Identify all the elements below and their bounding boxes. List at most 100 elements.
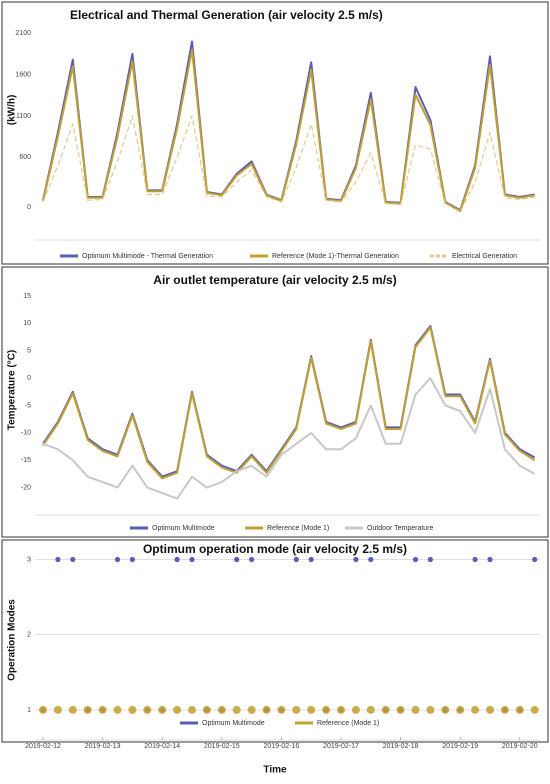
series-line <box>42 326 536 480</box>
y-axis-label: Operation Modes <box>7 599 18 681</box>
point <box>441 705 450 714</box>
point <box>189 556 195 563</box>
series-line <box>42 115 535 213</box>
point <box>307 705 316 714</box>
legend-label: Reference (Mode 1)-Thermal Generation <box>272 253 399 260</box>
point <box>471 705 480 714</box>
y-tick-label: 0 <box>27 375 31 382</box>
point <box>472 556 478 563</box>
legend-label: Electrical Generation <box>452 253 517 260</box>
y-tick-label: -20 <box>21 484 31 491</box>
x-tick-label: 2019-02-13 <box>85 743 121 750</box>
point <box>351 705 360 714</box>
legend-label: Reference (Mode 1) <box>317 720 379 727</box>
point <box>234 556 240 563</box>
point <box>249 556 255 563</box>
point <box>202 705 211 714</box>
point <box>114 556 121 563</box>
series-line <box>42 325 536 478</box>
legend-label: Optimum Multimode <box>202 720 265 727</box>
y-tick-label: 2100 <box>15 30 31 37</box>
y-tick-label: 1600 <box>15 71 31 78</box>
y-axis-label: (kW/h) <box>7 95 18 126</box>
point <box>83 705 92 714</box>
chart-title: Optimum operation mode (air velocity 2.5… <box>143 542 407 556</box>
point <box>337 705 345 714</box>
point <box>366 705 375 714</box>
point <box>412 556 419 563</box>
x-tick-label: 2019-02-16 <box>263 743 299 750</box>
point <box>113 705 122 714</box>
y-tick-label: -10 <box>21 430 31 437</box>
y-tick-label: 3 <box>27 556 31 563</box>
point <box>293 556 299 563</box>
point <box>381 705 390 714</box>
y-tick-label: 1100 <box>16 113 31 120</box>
point <box>70 556 76 563</box>
point <box>515 705 524 714</box>
point <box>68 705 77 714</box>
point <box>292 705 301 714</box>
y-tick-label: 600 <box>19 154 31 161</box>
point <box>456 705 465 714</box>
x-tick-label: 2019-02-20 <box>502 743 538 750</box>
x-tick-label: 2019-02-18 <box>383 743 419 750</box>
point <box>277 705 286 714</box>
panel-frame <box>1 266 549 538</box>
point <box>411 705 420 714</box>
point <box>487 556 493 563</box>
x-tick-label: 2019-02-15 <box>204 743 240 750</box>
series-line <box>42 40 535 212</box>
point <box>353 556 359 563</box>
point <box>53 705 62 714</box>
y-tick-label: 2 <box>27 632 31 639</box>
point <box>486 705 494 714</box>
point <box>232 705 241 714</box>
point <box>217 705 226 714</box>
point <box>55 556 61 563</box>
chart-title: Air outlet temperature (air velocity 2.5… <box>153 273 396 287</box>
x-axis-label: Time <box>263 765 287 776</box>
legend-label: Optimum Multimode - Thermal Generation <box>82 253 213 260</box>
point <box>500 705 509 714</box>
point <box>247 705 256 714</box>
y-tick-label: -15 <box>21 457 31 464</box>
point <box>98 705 107 714</box>
point <box>308 556 314 563</box>
point <box>128 705 137 714</box>
point <box>530 705 539 714</box>
y-tick-label: 15 <box>23 293 31 300</box>
point <box>39 705 47 714</box>
y-axis-label: Temperature (°C) <box>7 350 18 431</box>
x-tick-label: 2019-02-14 <box>144 743 180 750</box>
x-tick-label: 2019-02-12 <box>25 743 61 750</box>
y-tick-label: -5 <box>25 402 31 409</box>
panel-frame <box>1 539 549 743</box>
legend-label: Reference (Mode 1) <box>267 525 329 532</box>
point <box>427 556 433 563</box>
series-line <box>42 48 535 213</box>
panel-frame <box>1 1 549 265</box>
series-line <box>42 377 536 500</box>
y-tick-label: 5 <box>27 348 31 355</box>
point <box>396 705 405 714</box>
legend-label: Outdoor Temperature <box>367 525 434 532</box>
point <box>158 705 167 714</box>
point <box>532 556 538 563</box>
y-tick-label: 1 <box>27 707 31 714</box>
point <box>173 705 182 714</box>
point <box>322 705 331 714</box>
point <box>129 556 135 563</box>
point <box>426 705 435 714</box>
y-tick-label: 10 <box>23 320 31 327</box>
point <box>143 705 152 714</box>
point <box>262 705 271 714</box>
x-tick-label: 2019-02-19 <box>442 743 478 750</box>
legend-label: Optimum Multimode <box>152 525 215 532</box>
point <box>174 556 180 563</box>
point <box>188 705 196 714</box>
x-tick-label: 2019-02-17 <box>323 743 359 750</box>
chart-title: Electrical and Thermal Generation (air v… <box>70 8 383 22</box>
point <box>368 556 374 563</box>
